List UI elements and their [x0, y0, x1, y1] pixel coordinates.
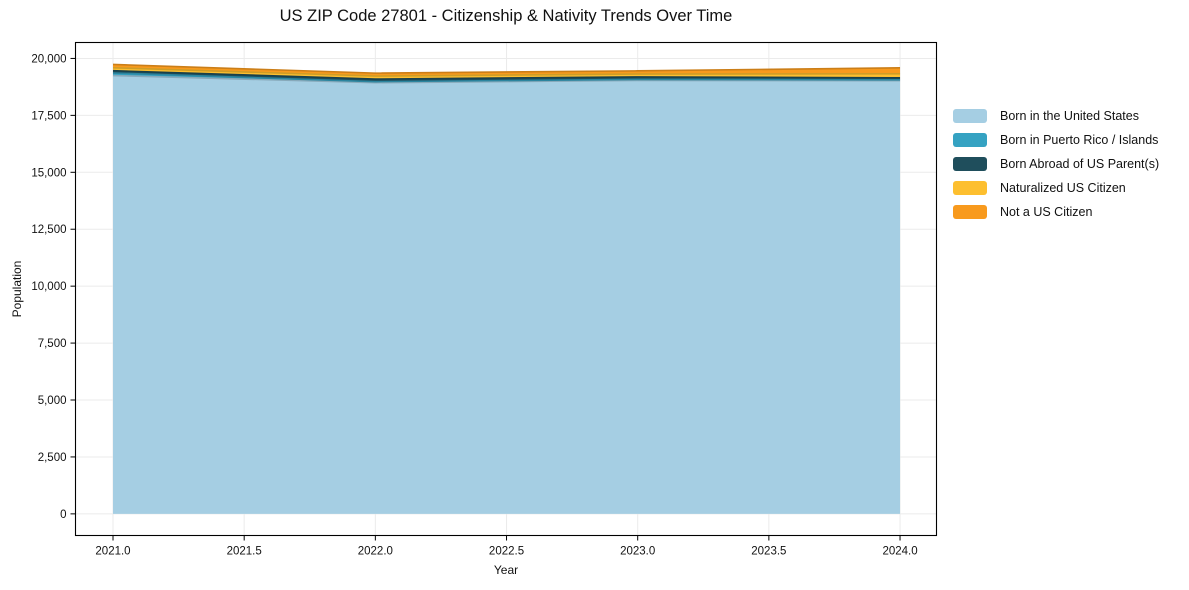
y-tick-label: 15,000 — [31, 167, 66, 179]
area-series-0-edge — [112, 74, 901, 84]
legend-label: Naturalized US Citizen — [1000, 181, 1126, 195]
legend-label: Born in Puerto Rico / Islands — [1000, 133, 1159, 147]
legend-swatch — [953, 157, 987, 171]
legend-swatch — [953, 109, 987, 123]
legend-label: Born Abroad of US Parent(s) — [1000, 157, 1160, 171]
y-tick-label: 2,500 — [38, 452, 67, 464]
legend-swatch — [953, 205, 987, 219]
x-tick-label: 2023.5 — [751, 546, 786, 558]
y-tick-label: 10,000 — [31, 281, 66, 293]
x-tick-label: 2021.0 — [95, 546, 130, 558]
legend-item: Born Abroad of US Parent(s) — [953, 152, 1159, 176]
x-axis-label: Year — [493, 563, 519, 577]
y-tick-label: 20,000 — [31, 53, 66, 65]
y-tick-label: 12,500 — [31, 224, 66, 236]
x-tick-label: 2024.0 — [882, 546, 917, 558]
area-series-0 — [113, 75, 901, 514]
chart-title: US ZIP Code 27801 - Citizenship & Nativi… — [279, 7, 733, 25]
area-series-3-edge — [112, 66, 901, 77]
legend-label: Not a US Citizen — [1000, 205, 1093, 219]
legend-item: Born in the United States — [953, 104, 1159, 128]
x-tick-label: 2022.5 — [489, 546, 524, 558]
legend-item: Not a US Citizen — [953, 200, 1159, 224]
y-tick-label: 17,500 — [31, 110, 66, 122]
legend-swatch — [953, 133, 987, 147]
y-tick-label: 0 — [60, 509, 66, 521]
x-tick-label: 2022.0 — [358, 546, 393, 558]
x-tick-label: 2021.5 — [227, 546, 262, 558]
legend-swatch — [953, 181, 987, 195]
legend-item: Born in Puerto Rico / Islands — [953, 128, 1159, 152]
legend-label: Born in the United States — [1000, 109, 1139, 123]
y-tick-label: 5,000 — [38, 395, 67, 407]
x-tick-label: 2023.0 — [620, 546, 655, 558]
plot-border — [74, 41, 938, 537]
area-series-1-edge — [112, 72, 901, 83]
legend-item: Naturalized US Citizen — [953, 176, 1159, 200]
y-axis-label: Population — [10, 260, 24, 318]
chart-legend: Born in the United States Born in Puerto … — [953, 104, 1159, 224]
y-tick-label: 7,500 — [38, 338, 67, 350]
area-series-2-edge — [112, 69, 901, 80]
area-series-4-edge — [112, 63, 901, 74]
